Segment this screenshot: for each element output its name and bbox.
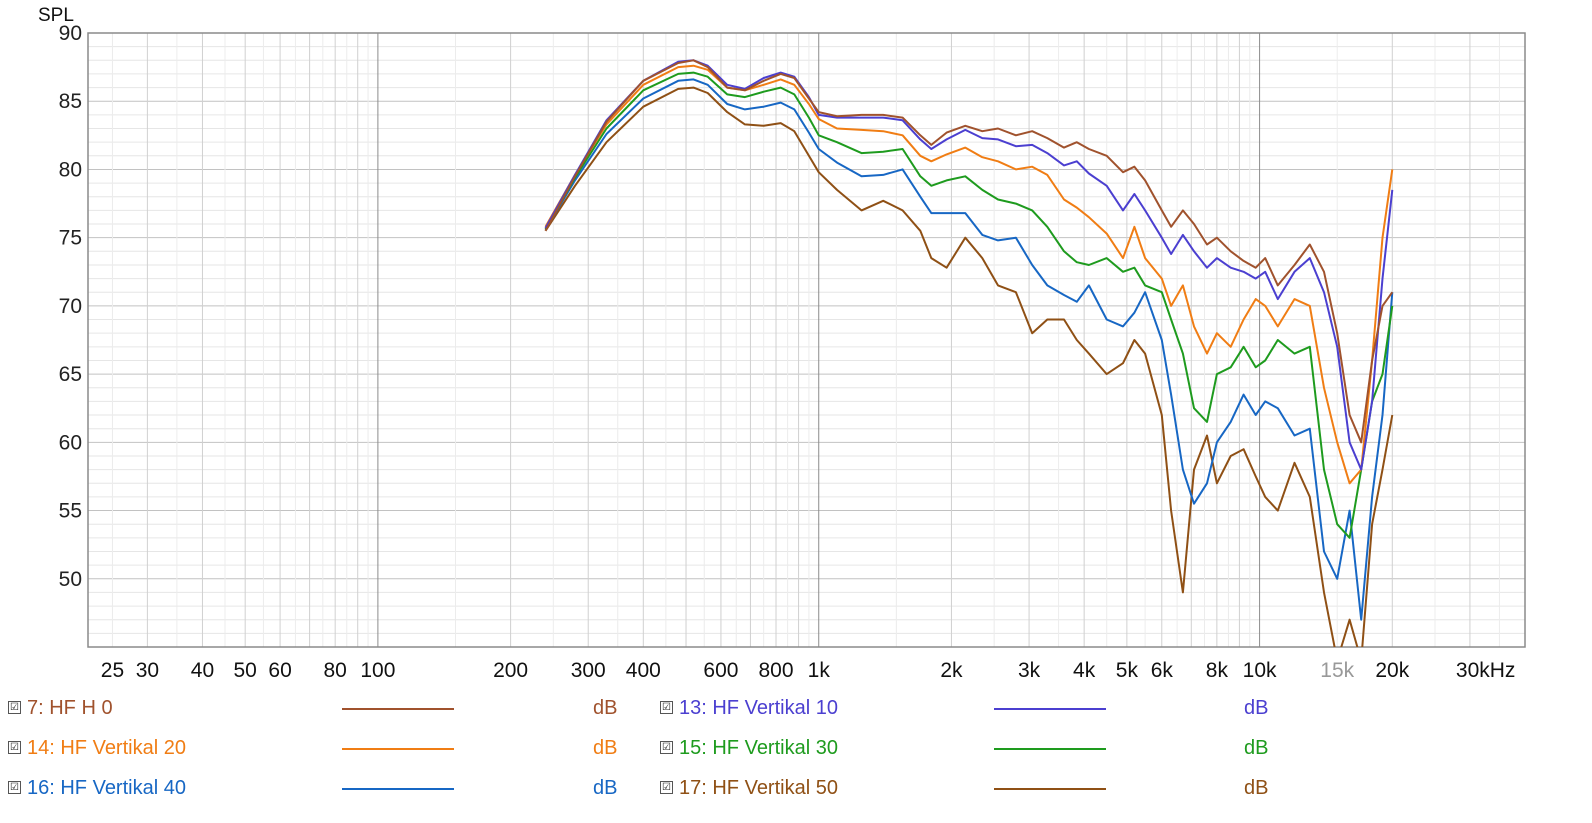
x-tick-label: 25 (101, 659, 124, 682)
y-tick-label: 85 (59, 90, 82, 113)
legend-item[interactable]: ☑ 13: HF Vertikal 10 dB (660, 694, 1300, 722)
checkbox-icon[interactable]: ☑ (660, 741, 673, 754)
y-tick-label: 60 (59, 431, 82, 454)
x-tick-label: 15k (1320, 659, 1354, 682)
legend-series-name: 16: HF Vertikal 40 (27, 777, 186, 799)
legend-line-sample (994, 708, 1106, 710)
x-tick-label: 200 (493, 659, 528, 682)
series-line (544, 59, 1394, 444)
legend-line-sample (994, 788, 1106, 790)
legend-line-sample (342, 748, 454, 750)
legend-unit: dB (593, 737, 618, 759)
x-tick-label: 30 (136, 659, 159, 682)
x-tick-label: 2k (940, 659, 963, 682)
x-tick-label: 80 (323, 659, 346, 682)
series-line (544, 64, 1394, 485)
legend-line-sample (342, 708, 454, 710)
x-tick-label: 600 (703, 659, 738, 682)
x-tick-label: 60 (268, 659, 291, 682)
x-tick-label: 3k (1018, 659, 1041, 682)
legend-series-name: 13: HF Vertikal 10 (679, 697, 838, 719)
legend-unit: dB (593, 777, 618, 799)
legend-item[interactable]: ☑ 7: HF H 0 dB (8, 694, 648, 722)
x-tick-label: 20k (1375, 659, 1409, 682)
legend-line-sample (994, 748, 1106, 750)
legend-series-name: 14: HF Vertikal 20 (27, 737, 186, 759)
legend-item[interactable]: ☑ 16: HF Vertikal 40 dB (8, 774, 648, 802)
legend-item[interactable]: ☑ 14: HF Vertikal 20 dB (8, 734, 648, 762)
y-tick-label: 65 (59, 363, 82, 386)
legend-item[interactable]: ☑ 17: HF Vertikal 50 dB (660, 774, 1300, 802)
y-tick-label: 90 (59, 22, 82, 45)
y-tick-label: 80 (59, 158, 82, 181)
series-line (544, 78, 1394, 621)
x-tick-label: 300 (571, 659, 606, 682)
legend-series-name: 7: HF H 0 (27, 697, 113, 719)
legend-unit: dB (593, 697, 618, 719)
y-tick-label: 75 (59, 227, 82, 250)
x-tick-label: 10k (1243, 659, 1277, 682)
x-tick-label: 40 (191, 659, 214, 682)
legend-series-name: 15: HF Vertikal 30 (679, 737, 838, 759)
plot-frame (87, 32, 1526, 648)
y-axis-label: SPL (38, 5, 74, 26)
x-tick-label: 30kHz (1456, 659, 1516, 682)
x-tick-label: 4k (1073, 659, 1096, 682)
x-tick-label: 6k (1151, 659, 1174, 682)
x-tick-label: 100 (360, 659, 395, 682)
legend-unit: dB (1244, 737, 1269, 759)
y-tick-label: 70 (59, 295, 82, 318)
y-tick-label: 50 (59, 568, 82, 591)
x-tick-label: 1k (808, 659, 831, 682)
checkbox-icon[interactable]: ☑ (8, 741, 21, 754)
checkbox-icon[interactable]: ☑ (8, 701, 21, 714)
x-tick-label: 5k (1116, 659, 1139, 682)
series-line (544, 71, 1394, 539)
plot-area (88, 33, 1525, 647)
series-line (544, 59, 1394, 471)
checkbox-icon[interactable]: ☑ (8, 781, 21, 794)
series-line (544, 86, 1394, 647)
legend-item[interactable]: ☑ 15: HF Vertikal 30 dB (660, 734, 1300, 762)
x-tick-label: 400 (626, 659, 661, 682)
x-tick-label: 800 (758, 659, 793, 682)
x-tick-label: 8k (1206, 659, 1229, 682)
legend-unit: dB (1244, 697, 1269, 719)
checkbox-icon[interactable]: ☑ (660, 701, 673, 714)
x-tick-label: 50 (234, 659, 257, 682)
y-tick-label: 55 (59, 500, 82, 523)
legend-series-name: 17: HF Vertikal 50 (679, 777, 838, 799)
legend-line-sample (342, 788, 454, 790)
frequency-response-chart: 90 85 80 75 70 65 60 55 50 SPL 25 30 40 50 60 80 100 200 3… (38, 5, 1526, 682)
legend-unit: dB (1244, 777, 1269, 799)
checkbox-icon[interactable]: ☑ (660, 781, 673, 794)
